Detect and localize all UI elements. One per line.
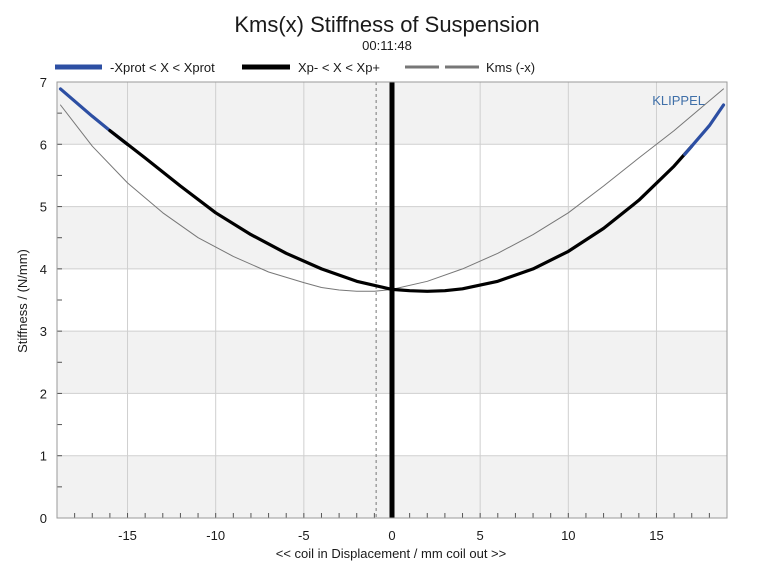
legend-label-kms: Kms (-x) <box>486 60 535 75</box>
x-axis-label: << coil in Displacement / mm coil out >> <box>276 546 507 561</box>
x-tick-label: 0 <box>388 528 395 543</box>
series-lines <box>58 87 726 293</box>
series-line-2 <box>683 103 726 156</box>
legend-item-xprot: -Xprot < X < Xprot <box>55 60 215 75</box>
y-tick-label: 5 <box>40 200 47 215</box>
series-line-1 <box>108 129 694 293</box>
x-tick-label: -5 <box>298 528 310 543</box>
plot-area: KLIPPEL <box>56 81 728 519</box>
y-tick-label: 4 <box>40 262 47 277</box>
vertical-markers <box>375 82 395 518</box>
plot-frame <box>56 81 728 519</box>
legend-label-xp: Xp- < X < Xp+ <box>298 60 380 75</box>
x-tick-labels: -15 -10 -5 0 5 10 15 <box>118 528 664 543</box>
y-tick-label: 3 <box>40 324 47 339</box>
x-tick-label: 15 <box>649 528 663 543</box>
legend: -Xprot < X < Xprot Xp- < X < Xp+ Kms (-x… <box>55 60 535 75</box>
legend-label-xprot: -Xprot < X < Xprot <box>110 60 215 75</box>
y-tick-label: 7 <box>40 75 47 90</box>
klippel-watermark: KLIPPEL <box>652 93 705 108</box>
y-tick-label: 0 <box>40 511 47 526</box>
x-tick-label: 5 <box>477 528 484 543</box>
y-tick-label: 6 <box>40 137 47 152</box>
minor-ticks <box>56 81 728 519</box>
y-tick-label: 2 <box>40 386 47 401</box>
x-tick-label: 10 <box>561 528 575 543</box>
legend-item-kms: Kms (-x) <box>405 60 535 75</box>
y-axis-label: Stiffness / (N/mm) <box>15 249 30 353</box>
x-tick-label: -15 <box>118 528 137 543</box>
x-tick-label: -10 <box>206 528 225 543</box>
chart-title: Kms(x) Stiffness of Suspension <box>234 12 539 37</box>
chart-subtitle: 00:11:48 <box>362 38 412 53</box>
legend-item-xp: Xp- < X < Xp+ <box>242 60 380 75</box>
series-line-3 <box>60 88 724 292</box>
y-tick-label: 1 <box>40 449 47 464</box>
y-tick-labels: 0 1 2 3 4 5 6 7 <box>40 75 47 526</box>
